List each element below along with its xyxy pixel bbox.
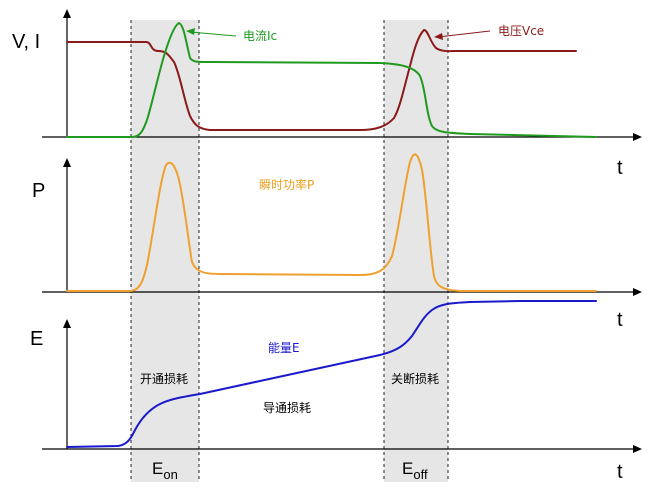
- bot-y-axis-arrow-icon: [63, 319, 71, 328]
- conduction-loss-label: 导通损耗: [263, 401, 311, 415]
- top-x-axis-arrow-icon: [633, 133, 642, 141]
- current-ic-curve: [66, 22, 597, 138]
- e-off-base: E: [402, 459, 413, 478]
- mid-x-axis-label: t: [617, 309, 623, 331]
- top-y-axis-arrow-icon: [63, 9, 71, 18]
- mid-y-axis-arrow-icon: [63, 158, 71, 167]
- mid-y-axis-label: P: [32, 180, 45, 202]
- e-off-subscript: off: [413, 467, 428, 482]
- current-ic-label: 电流Ic: [243, 29, 277, 43]
- voltage-label-pointer: [437, 30, 491, 38]
- energy-curve: [66, 300, 597, 448]
- e-on-label: Eon: [152, 459, 178, 482]
- bot-x-axis-arrow-icon: [633, 445, 642, 453]
- turn-off-interval-band: [384, 20, 448, 482]
- current-pointer-arrow-icon: [186, 28, 195, 35]
- top-x-axis-label: t: [617, 157, 623, 179]
- e-off-label: Eoff: [402, 459, 428, 482]
- turn-on-loss-label: 开通损耗: [140, 372, 188, 386]
- e-on-subscript: on: [163, 467, 177, 482]
- turn-on-interval-band: [131, 20, 199, 482]
- instantaneous-power-curve: [66, 153, 597, 292]
- bot-y-axis-label: E: [30, 328, 43, 350]
- mid-x-axis-arrow-icon: [633, 288, 642, 296]
- instantaneous-power-label: 瞬时功率P: [259, 177, 314, 192]
- current-label-pointer: [189, 31, 237, 37]
- e-on-base: E: [152, 459, 163, 478]
- voltage-vce-label: 电压Vce: [498, 24, 544, 38]
- bot-x-axis-label: t: [617, 461, 623, 483]
- top-y-axis-label: V, I: [12, 31, 40, 53]
- voltage-pointer-arrow-icon: [434, 33, 443, 40]
- turn-off-loss-label: 关断损耗: [391, 371, 439, 386]
- energy-label: 能量E: [268, 341, 300, 355]
